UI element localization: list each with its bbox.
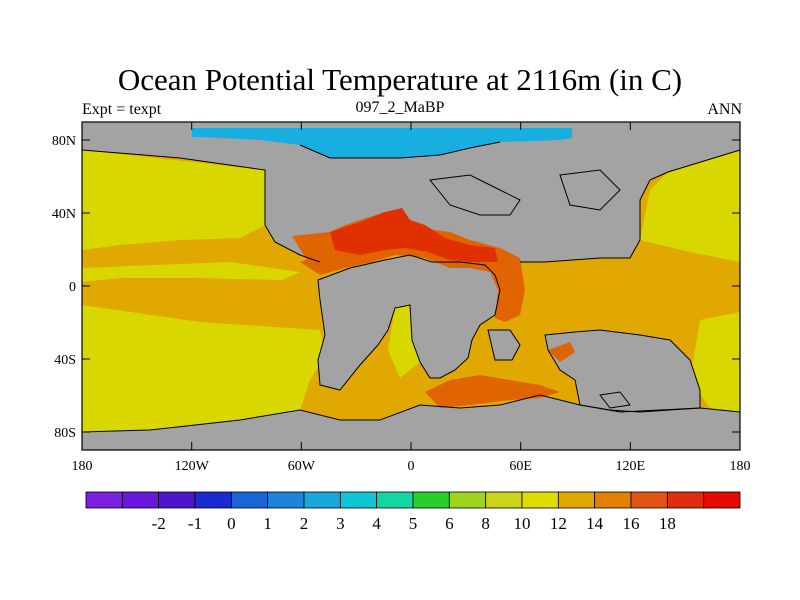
colorbar-boxes	[85, 491, 741, 509]
colorbar-box	[339, 491, 378, 509]
y-ticks	[82, 139, 740, 433]
colorbar-box	[85, 491, 123, 509]
colorbar-box	[557, 491, 596, 509]
experiment-label: Expt = texpt	[82, 101, 162, 118]
colorbar-label: 2	[300, 514, 309, 533]
colorbar-label: 6	[445, 514, 454, 533]
colorbar-label: 1	[263, 514, 272, 533]
ocean-region-southern-warm	[425, 375, 560, 408]
colorbar-label: 3	[336, 514, 345, 533]
colorbar-label: 4	[372, 514, 381, 533]
colorbar-label: -2	[152, 514, 166, 533]
x-tick-label: 180	[730, 459, 751, 474]
x-tick-label: 180	[72, 459, 93, 474]
ocean-region-west-pacific-north	[82, 150, 265, 250]
colorbar-box	[594, 491, 632, 509]
ocean-region-east-pacific-north	[640, 150, 740, 262]
colorbar-box	[412, 491, 450, 509]
ocean-region-indian-warm	[548, 342, 575, 362]
y-tick-label: 40S	[54, 353, 76, 368]
colorbar-label: 16	[623, 514, 640, 533]
ocean-region-west-pacific-south	[82, 305, 325, 432]
colorbar-label: 10	[514, 514, 531, 533]
colorbar-labels: -2 -1 0 1 2 3 4 5 6 8 10 12 14 16 18	[152, 514, 676, 533]
season-label: ANN	[707, 101, 742, 118]
colorbar-label: 8	[481, 514, 490, 533]
ocean-region-med-hot	[330, 208, 498, 262]
ocean-region-east-pacific-south	[690, 312, 740, 412]
colorbar-label: 18	[659, 514, 676, 533]
colorbar-label: 12	[550, 514, 567, 533]
colorbar-label: 0	[227, 514, 236, 533]
y-tick-label: 40N	[52, 207, 76, 222]
colorbar-box	[267, 491, 305, 509]
colorbar-box	[230, 491, 269, 509]
colorbar-label: 5	[409, 514, 418, 533]
colorbar-box	[448, 491, 487, 509]
x-tick-label: 120W	[175, 459, 210, 474]
x-tick-label: 60E	[509, 459, 532, 474]
x-tick-label: 120E	[616, 459, 646, 474]
colorbar-box	[630, 491, 668, 509]
colorbar-box	[703, 491, 741, 509]
colorbar-box	[158, 491, 196, 509]
y-tick-label: 80N	[52, 134, 76, 149]
colorbar-box	[376, 491, 414, 509]
coastlines	[81, 141, 741, 433]
y-tick-label: 80S	[54, 426, 76, 441]
colorbar-box	[521, 491, 559, 509]
land	[82, 122, 740, 450]
ocean-region-arctic	[192, 128, 572, 158]
y-tick-label: 0	[69, 280, 76, 295]
colorbar-box	[303, 491, 341, 509]
colorbar-box	[194, 491, 232, 509]
ocean-region-south-atlantic-yellow	[388, 305, 420, 378]
colorbar-box	[485, 491, 523, 509]
time-label: 097_2_MaBP	[355, 99, 445, 116]
x-ticks	[81, 122, 741, 450]
ocean-region-pacific-strip	[82, 262, 300, 282]
map-title: Ocean Potential Temperature at 2116m (in…	[117, 62, 683, 97]
colorbar-label: -1	[188, 514, 202, 533]
colorbar-label: 14	[586, 514, 604, 533]
x-tick-label: 60W	[288, 459, 316, 474]
colorbar-box	[666, 491, 705, 509]
colorbar-box	[121, 491, 160, 509]
x-tick-label: 0	[408, 459, 415, 474]
